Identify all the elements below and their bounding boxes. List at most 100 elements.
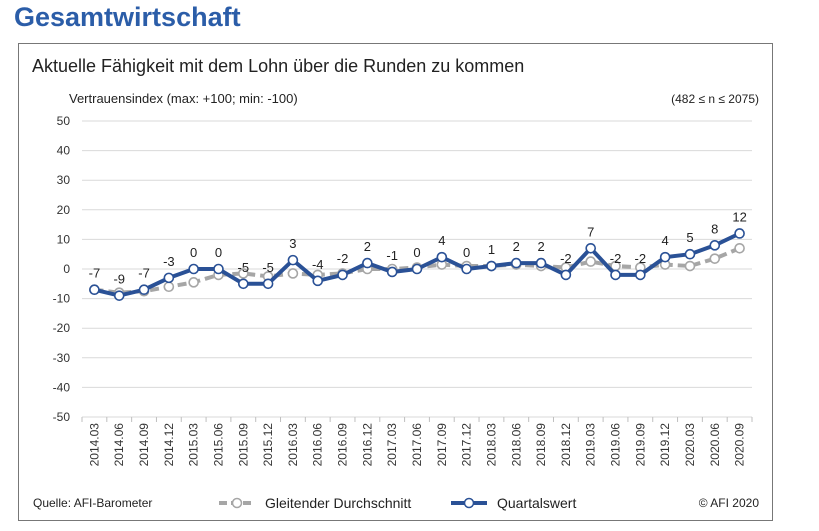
x-tick-label: 2015.03 xyxy=(187,423,201,467)
data-point-gleitend xyxy=(163,281,175,293)
data-point-gleitend xyxy=(188,277,199,288)
data-label: 8 xyxy=(711,221,718,236)
legend-swatch-gleitend xyxy=(219,497,255,509)
data-label: 12 xyxy=(732,209,746,224)
x-tick-label: 2017.06 xyxy=(410,423,424,467)
x-tick-label: 2018.09 xyxy=(534,423,548,467)
legend-label-gleitend: Gleitender Durchschnitt xyxy=(265,495,412,511)
data-label: 0 xyxy=(215,245,222,260)
x-tick-label: 2016.03 xyxy=(286,423,300,467)
x-tick-label: 2020.03 xyxy=(683,423,697,467)
data-point-quartal xyxy=(163,272,175,284)
data-point-quartal xyxy=(659,251,671,263)
data-point-quartal xyxy=(436,251,448,263)
x-tick-label: 2014.12 xyxy=(162,423,176,467)
y-tick-label: 20 xyxy=(57,203,71,217)
x-tick-label: 2018.06 xyxy=(509,423,523,467)
data-label: 7 xyxy=(587,224,594,239)
x-tick-label: 2018.03 xyxy=(484,423,498,467)
x-tick-label: 2019.03 xyxy=(584,423,598,467)
data-label: -1 xyxy=(386,248,398,263)
data-point-quartal xyxy=(89,284,100,296)
x-tick-label: 2015.09 xyxy=(236,423,250,467)
data-point-quartal xyxy=(461,263,472,275)
data-point-gleitend xyxy=(709,253,721,264)
data-point-gleitend xyxy=(684,260,696,272)
data-label: 2 xyxy=(364,239,371,254)
data-label: 5 xyxy=(686,230,693,245)
data-point-quartal xyxy=(510,257,522,269)
data-label: -2 xyxy=(560,251,572,266)
y-tick-label: -10 xyxy=(53,292,71,306)
data-label: 0 xyxy=(413,245,420,260)
data-label: 3 xyxy=(289,236,296,251)
chart-title: Aktuelle Fähigkeit mit dem Lohn über die… xyxy=(32,56,525,76)
x-tick-label: 2014.09 xyxy=(137,423,151,467)
sample-size-note: (482 ≤ n ≤ 2075) xyxy=(671,92,759,106)
y-tick-label: -40 xyxy=(53,380,71,394)
x-tick-label: 2015.06 xyxy=(211,423,225,467)
y-tick-label: 0 xyxy=(63,262,70,276)
data-label: -2 xyxy=(610,251,622,266)
data-point-quartal xyxy=(684,248,696,260)
data-label: 1 xyxy=(488,242,495,257)
x-tick-label: 2016.12 xyxy=(360,423,374,467)
data-point-gleitend xyxy=(287,268,299,279)
y-tick-label: -30 xyxy=(53,351,71,365)
data-label: 4 xyxy=(662,233,669,248)
chart-frame: Aktuelle Fähigkeit mit dem Lohn über die… xyxy=(18,43,773,521)
data-point-quartal xyxy=(188,263,199,275)
legend-label-quartal: Quartalswert xyxy=(497,495,577,511)
data-label: -5 xyxy=(238,260,250,275)
data-point-gleitend xyxy=(237,268,249,279)
data-point-quartal xyxy=(337,269,348,281)
data-point-quartal xyxy=(610,269,621,281)
x-tick-label: 2020.09 xyxy=(733,423,747,467)
y-tick-label: 10 xyxy=(57,232,71,246)
data-point-quartal xyxy=(262,278,274,290)
data-point-quartal xyxy=(287,254,299,266)
y-tick-label: -20 xyxy=(53,321,71,335)
data-point-quartal xyxy=(535,257,547,269)
x-tick-label: 2016.09 xyxy=(336,423,350,467)
data-point-quartal xyxy=(362,257,373,269)
y-tick-label: 40 xyxy=(57,144,71,158)
data-point-quartal xyxy=(560,269,572,281)
copyright-note: © AFI 2020 xyxy=(698,496,759,510)
y-tick-label: -50 xyxy=(53,410,71,424)
x-tick-label: 2016.06 xyxy=(311,423,325,467)
data-point-gleitend xyxy=(734,242,745,254)
x-tick-label: 2017.12 xyxy=(460,423,474,467)
x-tick-label: 2019.09 xyxy=(633,423,647,467)
data-point-gleitend xyxy=(585,256,597,267)
data-label: -9 xyxy=(113,272,125,287)
data-label: -2 xyxy=(635,251,647,266)
data-label: 2 xyxy=(513,239,520,254)
data-point-quartal xyxy=(113,290,125,301)
x-tick-label: 2019.06 xyxy=(609,423,623,467)
y-tick-label: 30 xyxy=(57,173,71,187)
x-tick-label: 2015.12 xyxy=(261,423,275,467)
data-point-quartal xyxy=(411,263,423,275)
data-label: -7 xyxy=(89,266,101,281)
data-label: -4 xyxy=(312,257,324,272)
data-point-quartal xyxy=(734,228,745,239)
data-label: 0 xyxy=(463,245,470,260)
data-label: -3 xyxy=(163,254,175,269)
data-label: -5 xyxy=(262,260,274,275)
data-label: 0 xyxy=(190,245,197,260)
data-label: 2 xyxy=(537,239,544,254)
x-tick-label: 2020.06 xyxy=(708,423,722,467)
data-point-quartal xyxy=(237,278,249,290)
x-tick-label: 2017.03 xyxy=(385,423,399,467)
legend-swatch-quartal xyxy=(451,497,487,509)
legend-item-quartal: Quartalswert xyxy=(449,495,576,511)
data-point-quartal xyxy=(635,269,646,281)
data-label: -2 xyxy=(337,251,349,266)
x-tick-label: 2018.12 xyxy=(559,423,573,467)
data-point-quartal xyxy=(585,242,597,254)
x-tick-label: 2019.12 xyxy=(658,423,672,467)
y-axis-label: Vertrauensindex (max: +100; min: -100) xyxy=(69,91,298,106)
page-heading: Gesamtwirtschaft xyxy=(14,2,241,32)
